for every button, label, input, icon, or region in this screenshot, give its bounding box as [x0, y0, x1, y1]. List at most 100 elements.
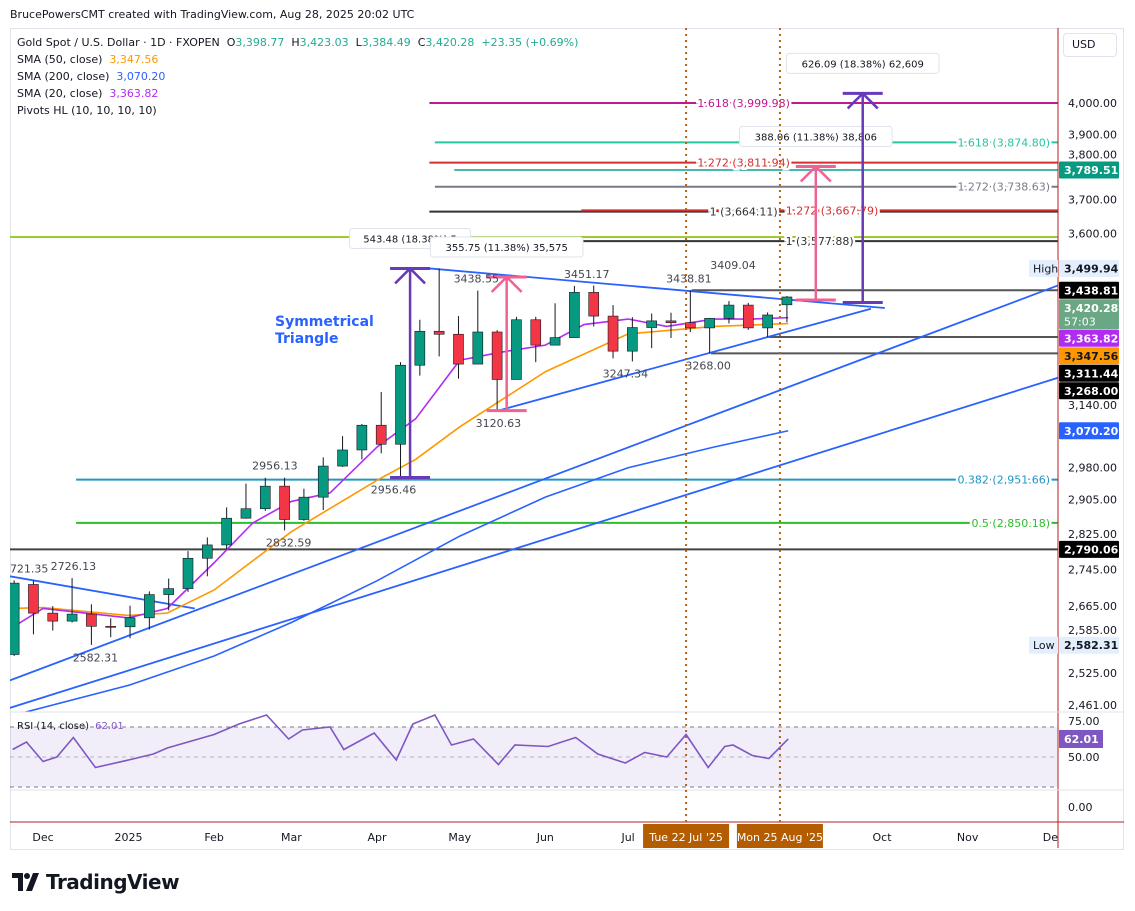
indicator-sma20[interactable]: SMA (20, close) 3,363.82 [17, 85, 578, 102]
candle-body [279, 485, 290, 520]
candle [704, 317, 715, 354]
measure-label: 626.09 (18.38%) 62,609 [802, 59, 924, 70]
price-tag-label: 2,790.06 [1064, 543, 1119, 556]
indicator-label: SMA (200, close) [17, 70, 110, 83]
pivot-label: 2582.31 [73, 651, 119, 664]
price-tag-label: 3,347.56 [1064, 350, 1119, 363]
y-tick-label: 3,600.00 [1068, 228, 1117, 241]
candle [549, 303, 561, 346]
pivot-label: 2956.46 [371, 484, 417, 497]
candle [742, 302, 754, 330]
candle [337, 436, 348, 467]
price-tag [1059, 382, 1119, 400]
low-label: L [355, 36, 362, 49]
y-tick-label: 2,525.00 [1068, 667, 1117, 680]
candle [356, 424, 368, 460]
candle-body [317, 465, 329, 498]
x-tick-label: Nov [957, 831, 979, 844]
candle-body [549, 337, 561, 346]
candle-body [588, 292, 600, 317]
arrow-head-icon [846, 91, 879, 110]
candle-body [646, 320, 657, 328]
candle [259, 477, 271, 511]
level-label: 1.272 (3,811.94) [697, 157, 790, 170]
y-tick-label: 3,800.00 [1068, 149, 1117, 162]
x-tick-label: Dec [32, 831, 53, 844]
pivot-label: 3451.17 [564, 268, 610, 281]
open-label: O [226, 36, 236, 49]
price-tag-label: 3,438.81 [1064, 284, 1118, 297]
brand-name: TradingView [46, 870, 180, 894]
indicator-sma200[interactable]: SMA (200, close) 3,070.20 [17, 68, 578, 85]
countdown-label: 57:03 [1064, 315, 1096, 328]
change-value: +23.35 (+0.69%) [481, 36, 579, 49]
price-tag [1059, 540, 1119, 558]
sma20-line [12, 316, 789, 628]
candle-body [240, 508, 252, 519]
price-tag [1059, 636, 1119, 654]
x-tick-label: Mar [281, 831, 302, 844]
candle [28, 580, 39, 635]
annotation-text: Symmetrical [275, 314, 374, 330]
chart-frame [10, 28, 1124, 850]
price-tag-side [1029, 259, 1058, 277]
candle-body [144, 594, 155, 619]
open-value: 3,398.77 [235, 36, 285, 49]
rsi-pane [10, 713, 1058, 788]
candle [105, 618, 117, 638]
y-tick-label: 2,745.00 [1068, 563, 1117, 576]
candle [607, 305, 619, 359]
measure-label: 543.48 (18.38%) 5 [363, 234, 457, 245]
candle [511, 316, 522, 380]
candle [10, 580, 20, 656]
candle [627, 317, 638, 362]
x-tick-label: 2025 [115, 831, 143, 844]
candle-body [337, 449, 348, 467]
rsi-value-tag-label: 62.01 [1064, 733, 1099, 746]
level-label: 1.272 (3,667.79) [786, 204, 879, 217]
candle-body [530, 319, 542, 346]
indicator-sma50[interactable]: SMA (50, close) 3,347.56 [17, 51, 578, 68]
candle [569, 285, 580, 338]
measure-arrow: 355.75 (11.38%) 35,575 [429, 236, 584, 413]
price-tag-label: 2,582.31 [1064, 639, 1118, 652]
candle-body [124, 617, 136, 628]
indicator-value: 3,070.20 [116, 70, 166, 83]
candle [375, 391, 387, 454]
candle [47, 606, 59, 631]
arrow-head-icon [394, 266, 426, 285]
candle-body [414, 330, 426, 366]
candle [433, 268, 445, 357]
measure-label: 388.06 (11.38%) 38,806 [755, 133, 877, 144]
candle-body [259, 485, 271, 510]
candle-body [453, 333, 464, 365]
y-tick-label: 2,585.00 [1068, 624, 1117, 637]
price-tag-label: 3,311.44 [1064, 367, 1119, 380]
price-tag [1059, 161, 1119, 179]
measure-label-box [429, 236, 584, 258]
candle-body [28, 584, 39, 614]
candle-body [163, 588, 174, 595]
y-tick-label: 3,700.00 [1068, 194, 1117, 207]
level-label: 1.618 (3,999.98) [697, 97, 790, 110]
tradingview-logo[interactable]: TradingView [12, 870, 180, 894]
currency-button[interactable]: USD [1063, 33, 1117, 57]
pivot-label: 721.35 [10, 562, 49, 575]
rsi-tick-label: 75.00 [1068, 715, 1100, 728]
measure-arrow: 626.09 (18.38%) 62,609 [785, 52, 940, 305]
indicator-value: 3,347.56 [109, 53, 159, 66]
pivot-label: 3409.04 [710, 259, 756, 272]
indicator-pivots[interactable]: Pivots HL (10, 10, 10, 10) [17, 102, 578, 119]
x-tick-label: Oct [873, 831, 893, 844]
candle-body [105, 626, 117, 628]
price-tag [1059, 422, 1119, 440]
chart-legend: Gold Spot / U.S. Dollar · 1D · FXOPEN O3… [17, 34, 578, 119]
x-tick-label: Feb [204, 831, 223, 844]
date-marker-tag [736, 824, 823, 848]
annotation-text: Triangle [275, 331, 338, 347]
candle [298, 488, 310, 521]
symbol-legend[interactable]: Gold Spot / U.S. Dollar · 1D · FXOPEN O3… [17, 34, 578, 51]
low-value: 3,384.49 [361, 36, 411, 49]
candle [279, 477, 290, 531]
